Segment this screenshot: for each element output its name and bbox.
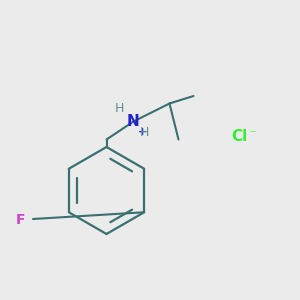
Text: H: H — [114, 102, 124, 116]
Text: H: H — [140, 126, 150, 140]
Text: +: + — [138, 127, 147, 137]
Text: ⁻: ⁻ — [249, 128, 256, 142]
Text: N: N — [127, 114, 140, 129]
Text: Cl: Cl — [231, 129, 248, 144]
Text: F: F — [16, 214, 26, 227]
